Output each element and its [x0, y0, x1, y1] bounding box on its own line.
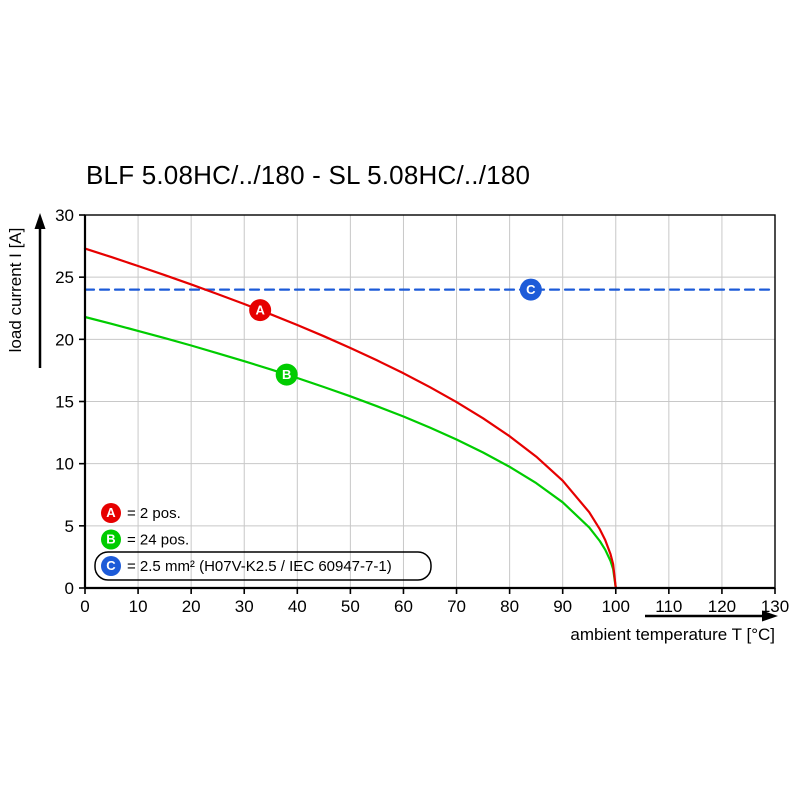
- chart-title: BLF 5.08HC/../180 - SL 5.08HC/../180: [86, 160, 531, 190]
- y-tick-label: 0: [65, 579, 74, 598]
- y-tick-label: 25: [55, 268, 74, 287]
- legend-marker-letter: A: [106, 505, 116, 520]
- legend-marker-letter: B: [106, 532, 115, 547]
- legend-marker-A: [101, 503, 121, 523]
- x-axis-arrow-icon: [645, 610, 778, 622]
- x-tick-label: 130: [761, 597, 789, 616]
- x-tick-label: 20: [182, 597, 201, 616]
- y-tick-label: 5: [65, 517, 74, 536]
- curve-marker-C: [519, 278, 542, 301]
- x-tick-label: 10: [129, 597, 148, 616]
- curve-marker-A: [249, 299, 272, 322]
- y-axis-arrow-icon: [34, 213, 46, 368]
- y-axis-label: load current I [A]: [6, 228, 25, 353]
- x-axis-label: ambient temperature T [°C]: [570, 625, 775, 644]
- x-tick-label: 60: [394, 597, 413, 616]
- curve-marker-letter: A: [255, 303, 265, 318]
- x-tick-label: 50: [341, 597, 360, 616]
- x-tick-label: 70: [447, 597, 466, 616]
- legend-marker-letter: C: [106, 558, 116, 573]
- x-tick-label: 110: [655, 597, 682, 616]
- y-tick-label: 15: [55, 393, 74, 412]
- x-tick-label: 80: [500, 597, 519, 616]
- curve-marker-letter: B: [282, 367, 291, 382]
- x-tick-label: 100: [602, 597, 630, 616]
- legend-marker-B: [101, 529, 121, 550]
- x-tick-label: 30: [235, 597, 254, 616]
- curve-marker-B: [275, 363, 298, 386]
- curve-B: [83, 315, 617, 590]
- legend-box: [94, 551, 432, 581]
- y-tick-label: 10: [55, 455, 74, 474]
- curve-marker-letter: C: [526, 282, 536, 297]
- legend-marker-C: [101, 556, 121, 576]
- legend-item-label: = 2 pos.: [127, 505, 181, 522]
- x-tick-label: 0: [80, 597, 89, 616]
- x-tick-label: 120: [708, 597, 736, 616]
- y-tick-label: 30: [55, 206, 74, 225]
- legend-item-label: = 2.5 mm² (H07V-K2.5 / IEC 60947-7-1): [127, 558, 392, 575]
- x-tick-label: 40: [288, 597, 307, 616]
- curve-A: [83, 247, 617, 590]
- y-tick-label: 20: [55, 330, 74, 349]
- legend-item-label: = 24 pos.: [127, 532, 189, 549]
- x-tick-label: 90: [553, 597, 572, 616]
